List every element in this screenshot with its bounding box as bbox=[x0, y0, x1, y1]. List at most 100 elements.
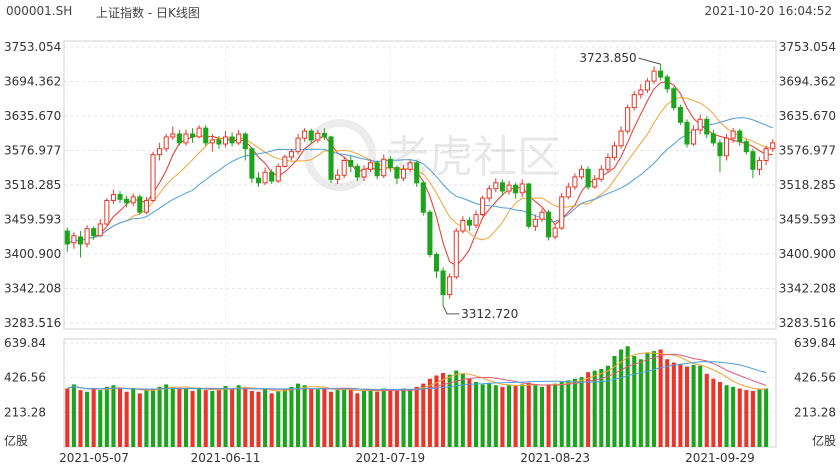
candle-body bbox=[625, 107, 631, 132]
volume-bar bbox=[737, 388, 742, 447]
candle-body bbox=[381, 158, 387, 177]
volume-bar bbox=[137, 393, 142, 447]
volume-bar bbox=[671, 362, 676, 447]
candle-body bbox=[91, 228, 97, 237]
volume-bar bbox=[744, 390, 749, 447]
candle-body bbox=[546, 211, 552, 238]
volume-bar bbox=[170, 386, 175, 447]
volume-bar bbox=[295, 383, 301, 447]
volume-bar bbox=[388, 390, 393, 447]
volume-bar bbox=[533, 385, 538, 447]
candle-body bbox=[203, 127, 209, 144]
volume-bar bbox=[447, 374, 452, 447]
watermark-logo-icon bbox=[304, 119, 376, 191]
volume-bar bbox=[177, 388, 182, 447]
x-tick-label: 2021-07-19 bbox=[355, 451, 425, 465]
candle-body bbox=[302, 130, 308, 139]
candle-body bbox=[704, 118, 710, 135]
volume-bar bbox=[269, 393, 274, 447]
candle-body bbox=[499, 182, 505, 192]
candle-body bbox=[697, 118, 703, 131]
candle-body bbox=[315, 132, 321, 141]
volume-bar bbox=[559, 381, 564, 447]
volume-bar bbox=[480, 384, 485, 447]
volume-bar bbox=[691, 364, 696, 447]
volume-bar bbox=[493, 385, 498, 447]
candle-body bbox=[638, 89, 644, 96]
candle-body bbox=[532, 218, 538, 227]
candle-body bbox=[611, 145, 618, 159]
candle-body bbox=[262, 171, 268, 184]
volume-bar bbox=[216, 390, 221, 447]
volume-bar bbox=[500, 386, 505, 447]
volume-panel-frame bbox=[63, 338, 777, 448]
candle-body bbox=[341, 159, 347, 176]
candle-body bbox=[420, 182, 426, 213]
candle-body bbox=[321, 132, 327, 138]
candle-body bbox=[565, 186, 571, 198]
candle-body bbox=[526, 183, 532, 227]
candle-body bbox=[724, 137, 730, 157]
candle-body bbox=[394, 167, 400, 179]
candle-body bbox=[387, 158, 393, 169]
volume-bar bbox=[434, 375, 439, 447]
candle-body bbox=[295, 137, 301, 153]
volume-bar bbox=[276, 390, 281, 447]
price-tick-left: 3576.977 bbox=[4, 144, 61, 158]
candle-body bbox=[592, 178, 598, 188]
candle-body bbox=[618, 130, 624, 147]
candle-body bbox=[770, 142, 776, 150]
volume-bar bbox=[71, 384, 76, 447]
candle-body bbox=[506, 184, 512, 192]
candle-body bbox=[335, 174, 341, 180]
candle-body bbox=[143, 199, 149, 213]
candle-body bbox=[269, 171, 275, 182]
price-tick-right: 3576.977 bbox=[779, 144, 836, 158]
volume-bar bbox=[506, 385, 512, 447]
candle-body bbox=[282, 156, 288, 167]
volume-bar bbox=[150, 389, 156, 447]
candle-body bbox=[691, 129, 697, 145]
volume-bar bbox=[289, 386, 294, 447]
volume-bar bbox=[566, 380, 571, 447]
candle-body bbox=[717, 142, 723, 157]
price-tick-right: 3518.285 bbox=[779, 178, 836, 192]
series-line-ma10 bbox=[67, 96, 773, 245]
volume-bar bbox=[342, 388, 347, 447]
volume-bar bbox=[757, 389, 762, 447]
candle-body bbox=[427, 211, 433, 256]
candle-body bbox=[84, 228, 90, 245]
candle-body bbox=[750, 151, 756, 170]
candle-body bbox=[374, 162, 380, 177]
candle-body bbox=[407, 162, 413, 170]
annotation-leader bbox=[442, 305, 460, 315]
candle-body bbox=[176, 133, 182, 144]
candle-body bbox=[117, 194, 123, 200]
volume-bar bbox=[144, 389, 149, 447]
candle-body bbox=[190, 133, 196, 138]
candle-body bbox=[368, 162, 374, 170]
candle-body bbox=[539, 211, 545, 220]
candle-body bbox=[150, 154, 156, 201]
series-line-ma20 bbox=[67, 117, 773, 245]
candle-body bbox=[572, 176, 578, 188]
volume-bar bbox=[322, 388, 327, 447]
candle-body bbox=[400, 168, 407, 179]
candle-body bbox=[605, 157, 611, 170]
price-panel-frame bbox=[63, 40, 777, 330]
candle-body bbox=[361, 168, 367, 178]
candle-body bbox=[460, 219, 466, 232]
volume-bar bbox=[190, 390, 195, 447]
volume-bar bbox=[78, 390, 83, 447]
volume-bar bbox=[427, 378, 432, 447]
candle-body bbox=[559, 196, 565, 229]
volume-bar bbox=[698, 365, 703, 447]
x-tick-label: 2021-06-11 bbox=[191, 451, 261, 465]
volume-bar bbox=[309, 388, 314, 447]
x-tick-label: 2021-05-07 bbox=[59, 451, 129, 465]
volume-bar bbox=[731, 386, 736, 447]
volume-bar bbox=[460, 373, 465, 447]
volume-bar bbox=[638, 359, 643, 447]
price-tick-left: 3459.593 bbox=[4, 213, 61, 227]
candle-body bbox=[222, 136, 229, 145]
